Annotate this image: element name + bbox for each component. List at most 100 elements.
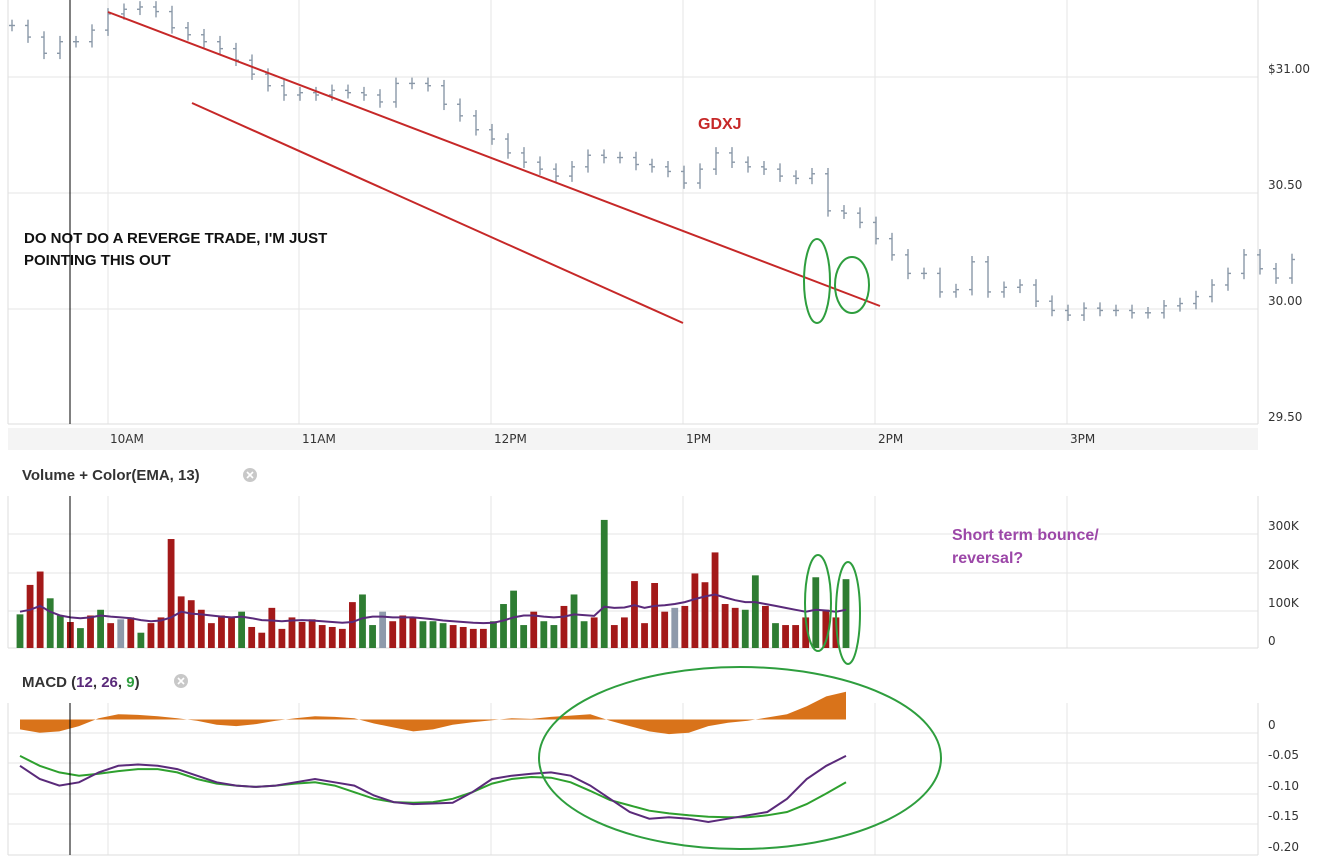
highlight-ellipse bbox=[834, 256, 870, 314]
price-bar bbox=[569, 161, 575, 182]
price-bar bbox=[505, 133, 511, 159]
volume-series bbox=[16, 519, 850, 648]
price-bar bbox=[713, 147, 719, 175]
remove-volume-icon[interactable] bbox=[243, 468, 257, 482]
volume-bar bbox=[197, 609, 205, 648]
volume-bar bbox=[530, 611, 538, 648]
price-bar bbox=[1257, 249, 1263, 275]
volume-bar bbox=[36, 571, 44, 648]
macd-tick-label: -0.15 bbox=[1268, 809, 1299, 823]
price-bar bbox=[57, 35, 63, 60]
volume-bar bbox=[500, 604, 507, 648]
macd-line bbox=[19, 755, 847, 824]
volume-bar bbox=[46, 598, 54, 648]
volume-bar bbox=[691, 573, 699, 648]
volume-ema-line bbox=[19, 593, 847, 625]
price-bar bbox=[217, 35, 223, 55]
price-tick-label: 30.00 bbox=[1268, 294, 1302, 308]
volume-bar bbox=[167, 539, 175, 648]
volume-tick-label: 200K bbox=[1268, 558, 1300, 572]
price-bar bbox=[377, 89, 383, 108]
volume-bar bbox=[631, 581, 638, 648]
volume-bar bbox=[238, 611, 246, 648]
volume-bar bbox=[379, 611, 387, 648]
symbol-label: GDXJ bbox=[698, 116, 742, 133]
price-bar bbox=[681, 165, 687, 189]
price-bar bbox=[953, 283, 959, 298]
volume-bar bbox=[751, 575, 759, 648]
price-bar bbox=[121, 3, 127, 20]
price-bar bbox=[521, 147, 527, 168]
volume-bar bbox=[439, 623, 447, 648]
volume-bar bbox=[16, 614, 24, 648]
macd-tick-label: -0.20 bbox=[1268, 840, 1299, 854]
price-bar bbox=[361, 86, 367, 101]
price-bar bbox=[889, 232, 895, 261]
price-bar bbox=[617, 151, 623, 164]
price-bar bbox=[9, 19, 15, 32]
upper-trendline bbox=[107, 11, 881, 307]
price-bar bbox=[425, 77, 431, 92]
volume-bar bbox=[812, 577, 820, 648]
volume-bar bbox=[187, 600, 195, 648]
volume-tick-label: 100K bbox=[1268, 596, 1300, 610]
price-bar bbox=[1289, 253, 1295, 284]
price-bar bbox=[1097, 302, 1103, 317]
volume-bar bbox=[550, 625, 558, 648]
price-tick-label: $31.00 bbox=[1268, 62, 1310, 76]
price-bar bbox=[1033, 279, 1039, 307]
price-bar bbox=[393, 77, 399, 108]
volume-bar bbox=[610, 625, 618, 648]
volume-bar bbox=[570, 594, 578, 648]
price-bar bbox=[969, 256, 975, 296]
volume-bar bbox=[338, 628, 346, 648]
volume-bar bbox=[822, 609, 830, 648]
volume-bar bbox=[207, 623, 215, 648]
volume-bar bbox=[449, 625, 457, 648]
price-bar bbox=[345, 84, 351, 99]
highlight-ellipse bbox=[538, 666, 942, 850]
volume-bar bbox=[248, 626, 256, 648]
price-bar bbox=[985, 256, 991, 298]
volume-bar bbox=[802, 617, 810, 648]
highlight-ellipse bbox=[835, 561, 861, 665]
price-tick-label: 29.50 bbox=[1268, 410, 1302, 424]
volume-bar bbox=[782, 625, 789, 648]
bounce-note-line1: Short term bounce/ bbox=[952, 527, 1099, 544]
price-bar bbox=[1209, 279, 1215, 303]
volume-bar bbox=[600, 519, 608, 648]
macd-y-axis: 0 -0.05 -0.10 -0.15 -0.20 bbox=[1268, 718, 1299, 854]
price-bar bbox=[137, 1, 143, 16]
volume-bar bbox=[711, 552, 719, 648]
volume-bar bbox=[218, 615, 225, 648]
volume-tick-label: 0 bbox=[1268, 634, 1276, 648]
warning-note-line1: DO NOT DO A REVERGE TRADE, I'M JUST bbox=[24, 230, 327, 247]
volume-bar bbox=[409, 617, 417, 648]
price-tick-label: 30.50 bbox=[1268, 178, 1302, 192]
volume-bar bbox=[117, 619, 125, 648]
price-bar bbox=[25, 19, 31, 43]
highlight-ellipse bbox=[803, 238, 831, 324]
price-bar bbox=[1145, 306, 1151, 319]
price-bar bbox=[633, 151, 639, 171]
volume-bar bbox=[278, 628, 286, 648]
time-tick-label: 3PM bbox=[1070, 432, 1095, 446]
volume-bar bbox=[671, 607, 679, 648]
price-bar bbox=[89, 24, 95, 48]
volume-bar bbox=[298, 622, 306, 648]
volume-bar bbox=[731, 607, 739, 648]
price-bar bbox=[729, 147, 735, 168]
volume-bar bbox=[389, 621, 397, 648]
volume-bar bbox=[77, 628, 84, 648]
volume-bar bbox=[661, 611, 669, 648]
volume-bar bbox=[651, 583, 659, 648]
price-bar bbox=[1065, 304, 1071, 321]
volume-bar bbox=[228, 617, 235, 648]
volume-bar bbox=[177, 596, 185, 648]
price-bar bbox=[745, 156, 751, 173]
macd-histogram bbox=[20, 691, 846, 735]
time-tick-label: 1PM bbox=[686, 432, 711, 446]
remove-macd-icon[interactable] bbox=[174, 674, 188, 688]
volume-bar bbox=[459, 626, 467, 648]
volume-bar bbox=[620, 617, 628, 648]
